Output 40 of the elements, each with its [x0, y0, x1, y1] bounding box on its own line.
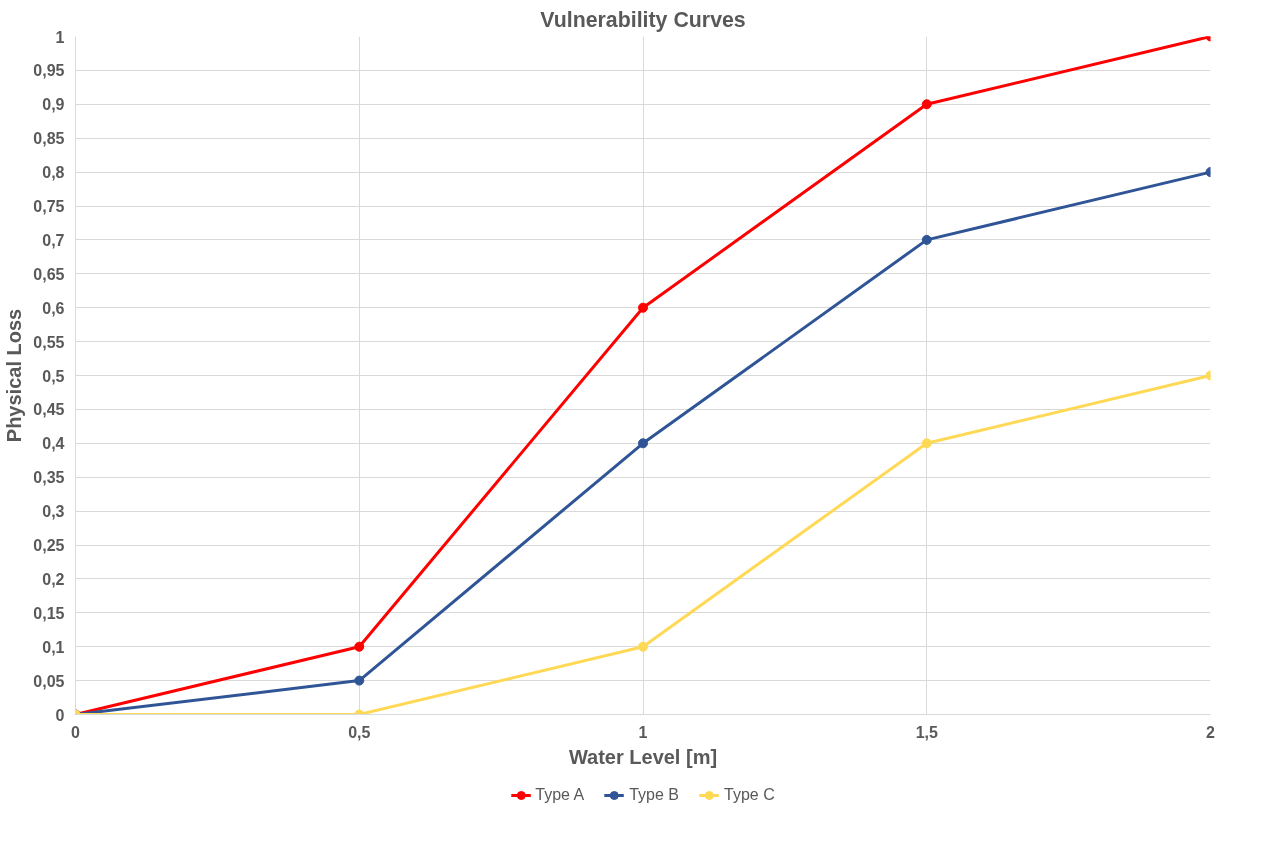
y-tick-label: 0,35 — [33, 469, 65, 487]
point — [921, 99, 932, 110]
legend-label: Type A — [535, 786, 585, 804]
point — [638, 302, 648, 313]
y-tick-label: 0,8 — [42, 164, 65, 182]
point — [354, 641, 365, 652]
y-tick-label: 0,9 — [42, 96, 65, 114]
y-tick-label: 0,95 — [33, 62, 65, 80]
y-tick-label: 0,15 — [33, 604, 65, 622]
chart-title: Vulnerability Curves — [540, 7, 746, 32]
point — [921, 234, 932, 245]
y-tick-label: 0,75 — [33, 198, 65, 215]
y-tick-label: 0,05 — [33, 672, 65, 690]
x-tick-label: 0 — [71, 723, 81, 741]
y-tick-label: 0,85 — [33, 130, 65, 148]
y-tick-label: 0,6 — [42, 299, 65, 317]
y-tick-label: 0,25 — [33, 537, 65, 554]
point — [638, 641, 648, 652]
y-tick-label: 0,7 — [42, 231, 65, 249]
x-axis-title: Water Level [m] — [568, 745, 718, 768]
y-tick-label: 0,2 — [42, 570, 65, 588]
legend-label: Type C — [724, 786, 775, 804]
point — [638, 438, 648, 449]
point — [921, 438, 932, 449]
y-tick-label: 0,3 — [42, 503, 65, 521]
legend-label: Type B — [629, 786, 680, 804]
point — [354, 675, 365, 686]
y-axis-title: Physical Loss — [3, 308, 26, 443]
y-tick-label: 0,1 — [42, 638, 65, 656]
x-tick-label: 1,5 — [915, 723, 938, 741]
y-tick-label: 0,65 — [33, 265, 65, 283]
y-tick-label: 1 — [55, 28, 65, 46]
y-tick-label: 0,5 — [42, 367, 65, 385]
x-tick-label: 1 — [638, 723, 648, 741]
y-tick-label: 0,55 — [33, 333, 65, 351]
y-tick-label: 0,45 — [33, 401, 65, 419]
x-tick-label: 0,5 — [348, 723, 371, 741]
x-tick-label: 2 — [1206, 723, 1216, 741]
y-tick-label: 0,4 — [42, 435, 65, 453]
y-tick-label: 0 — [55, 706, 65, 724]
